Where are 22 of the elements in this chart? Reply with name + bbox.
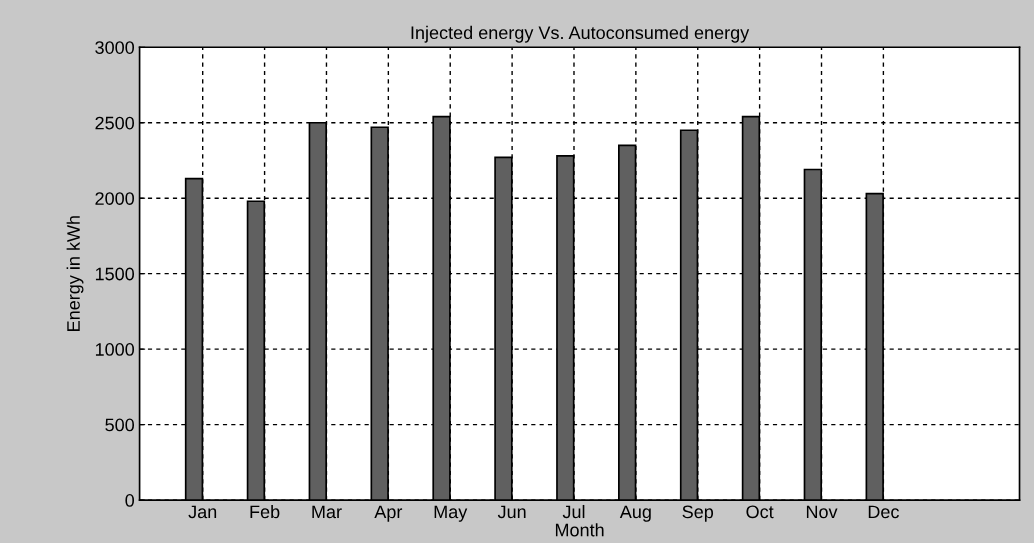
y-tick-label: 3000 [95, 41, 135, 54]
y-axis-title: Energy in kWh [66, 216, 84, 331]
x-tick-label: May [434, 505, 468, 522]
y-tick-label: 2000 [95, 192, 135, 205]
x-tick-label: Jan [188, 505, 217, 519]
y-tick-label: 2500 [95, 116, 135, 130]
x-tick-label: Jun [497, 505, 526, 519]
x-tick-label: Mar [312, 505, 342, 519]
x-tick-label: Aug [619, 505, 651, 522]
y-tick-label: 1500 [95, 267, 135, 281]
x-tick-label: Feb [250, 504, 280, 519]
x-tick-label: Oct [746, 505, 774, 519]
y-tick-label: 500 [105, 418, 135, 432]
y-tick-label: 1000 [95, 343, 135, 356]
chart-title: Injected energy Vs. Autoconsumed energy [411, 25, 750, 43]
y-tick-label: 0 [125, 494, 135, 507]
x-tick-label: Jul [562, 504, 585, 519]
x-tick-label: Sep [682, 505, 714, 522]
x-axis-title: Month [555, 523, 604, 537]
x-tick-label: Nov [806, 505, 838, 519]
x-tick-label: Dec [868, 505, 899, 519]
x-tick-label: Apr [374, 505, 403, 522]
